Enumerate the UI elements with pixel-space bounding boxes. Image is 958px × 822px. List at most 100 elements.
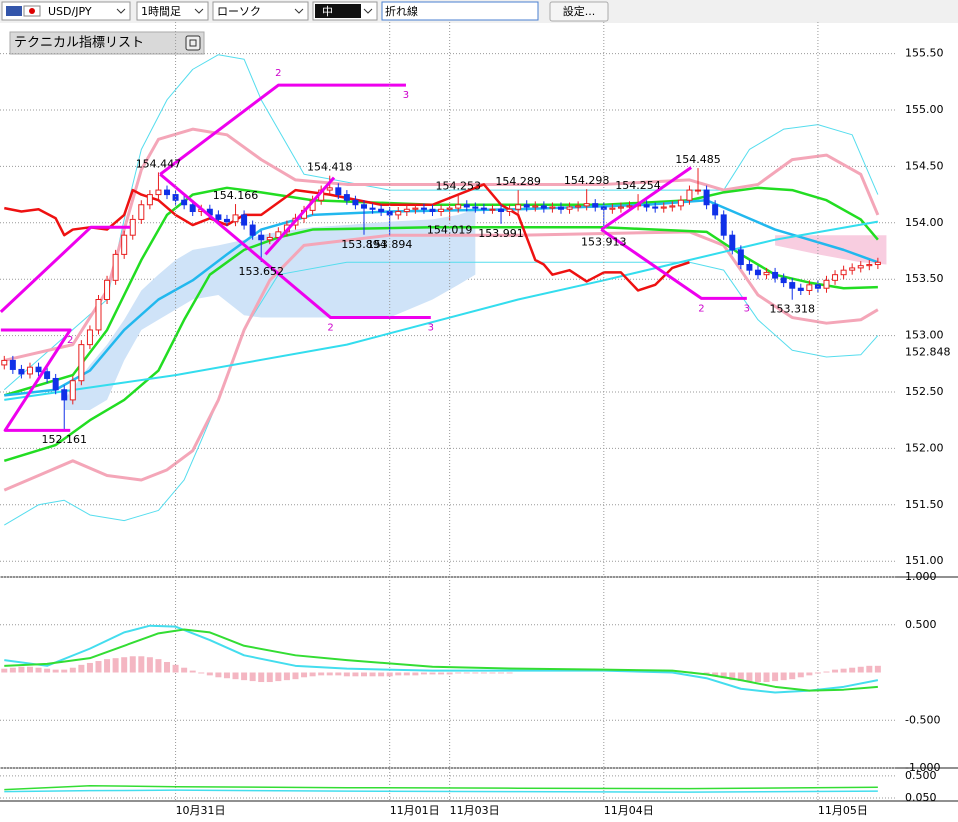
candle-body [557,206,564,210]
candle-body [857,265,864,269]
histogram-bar [69,667,76,673]
low-label: 153.652 [238,265,284,278]
histogram-bar [146,657,153,673]
button-icon [189,39,197,47]
candle-body [112,253,119,281]
low-label: 153.991 [478,227,524,240]
histogram-bar [360,672,367,677]
high-label: 154.485 [675,153,721,166]
candle-body [686,189,693,201]
histogram-bar [335,672,342,676]
candle-body [378,208,385,213]
histogram-bar [275,672,282,682]
dropdown-arrow [294,8,304,14]
y-tick-label: 155.00 [905,103,944,116]
candle-body [232,214,239,223]
candle-body [369,207,376,210]
histogram-bar [814,672,821,674]
x-tick-label: 11月03日 [450,804,500,817]
candle-body [489,208,496,211]
histogram-bar [121,657,128,673]
candle-body [420,207,427,210]
candle-body [772,271,779,279]
candle-body [532,205,539,208]
indicator-line [4,198,879,397]
zigzag-label: 2 [327,323,333,334]
settings-text: 設定... [563,4,596,18]
low-label: 152.161 [41,433,87,446]
dropdown-arrow [363,8,373,14]
histogram-bar [866,665,873,673]
candle-body [480,207,487,210]
candle-body [403,208,410,213]
style-text: ローソク [217,5,261,18]
histogram-bar [754,672,761,683]
high-label: 154.298 [564,174,610,187]
high-label: 154.253 [435,179,481,192]
candle-body [746,264,753,271]
high-label: 154.447 [136,157,182,170]
flag-jp-dot [29,8,35,14]
histogram-bar [172,664,179,673]
timeframe-select[interactable] [136,1,209,21]
candle-body [780,277,787,284]
y-tick-label: 152.00 [905,441,944,454]
candle-body [729,234,736,251]
candle-body [164,189,171,196]
candle-body [754,269,761,276]
histogram-bar [780,672,787,681]
histogram-bar [729,672,736,681]
candle-body [52,377,59,391]
candle-body [472,206,479,209]
histogram-bar [155,659,162,673]
panel [0,576,895,769]
histogram-bar [138,656,145,673]
histogram-bar [489,672,496,674]
candle-body [155,189,162,196]
indicator-line [3,127,880,362]
histogram-bar [369,672,376,677]
indicator-line [4,789,878,793]
y-tick-label: 0.050 [905,791,937,804]
indicator-line [4,261,879,526]
zigzag-line [159,173,431,320]
candle-body [823,279,830,289]
histogram-bar [249,672,256,682]
histogram-bar [746,672,753,683]
indicator-list-button[interactable] [185,35,201,51]
indicator-line [4,628,878,692]
x-tick-label: 11月05日 [818,804,868,817]
histogram-bar [378,672,385,677]
candle-body [583,203,590,207]
candle-body [35,366,42,373]
zigzag-line [159,83,406,176]
style-select[interactable] [212,1,309,21]
indicator-line [3,230,879,492]
indicator-list: テクニカル指標リスト [9,31,205,55]
low-label: 153.913 [581,236,627,249]
histogram-bar [420,672,427,675]
y-tick-label: 152.50 [905,385,944,398]
histogram-bar [403,672,410,676]
candle-body [523,204,530,208]
histogram-bar [712,672,719,677]
histogram-bar [438,672,445,675]
histogram-bar [9,667,16,673]
candle-body [360,204,367,209]
price-marker: 152.848 [905,346,951,359]
candle-body [463,204,470,208]
candle-body [335,187,342,196]
candle-body [566,206,573,210]
line-style-input[interactable] [381,1,539,21]
candle-body [86,329,93,346]
candle-body [617,206,624,209]
candle-body [575,205,582,208]
candle-body [669,205,676,208]
indicator-list-header[interactable] [9,31,205,55]
settings-button[interactable] [549,1,609,22]
candle-body [737,249,744,266]
histogram-bar [857,666,864,673]
high-label: 154.166 [213,189,259,202]
candle-body [189,204,196,213]
zigzag-line [0,225,131,314]
